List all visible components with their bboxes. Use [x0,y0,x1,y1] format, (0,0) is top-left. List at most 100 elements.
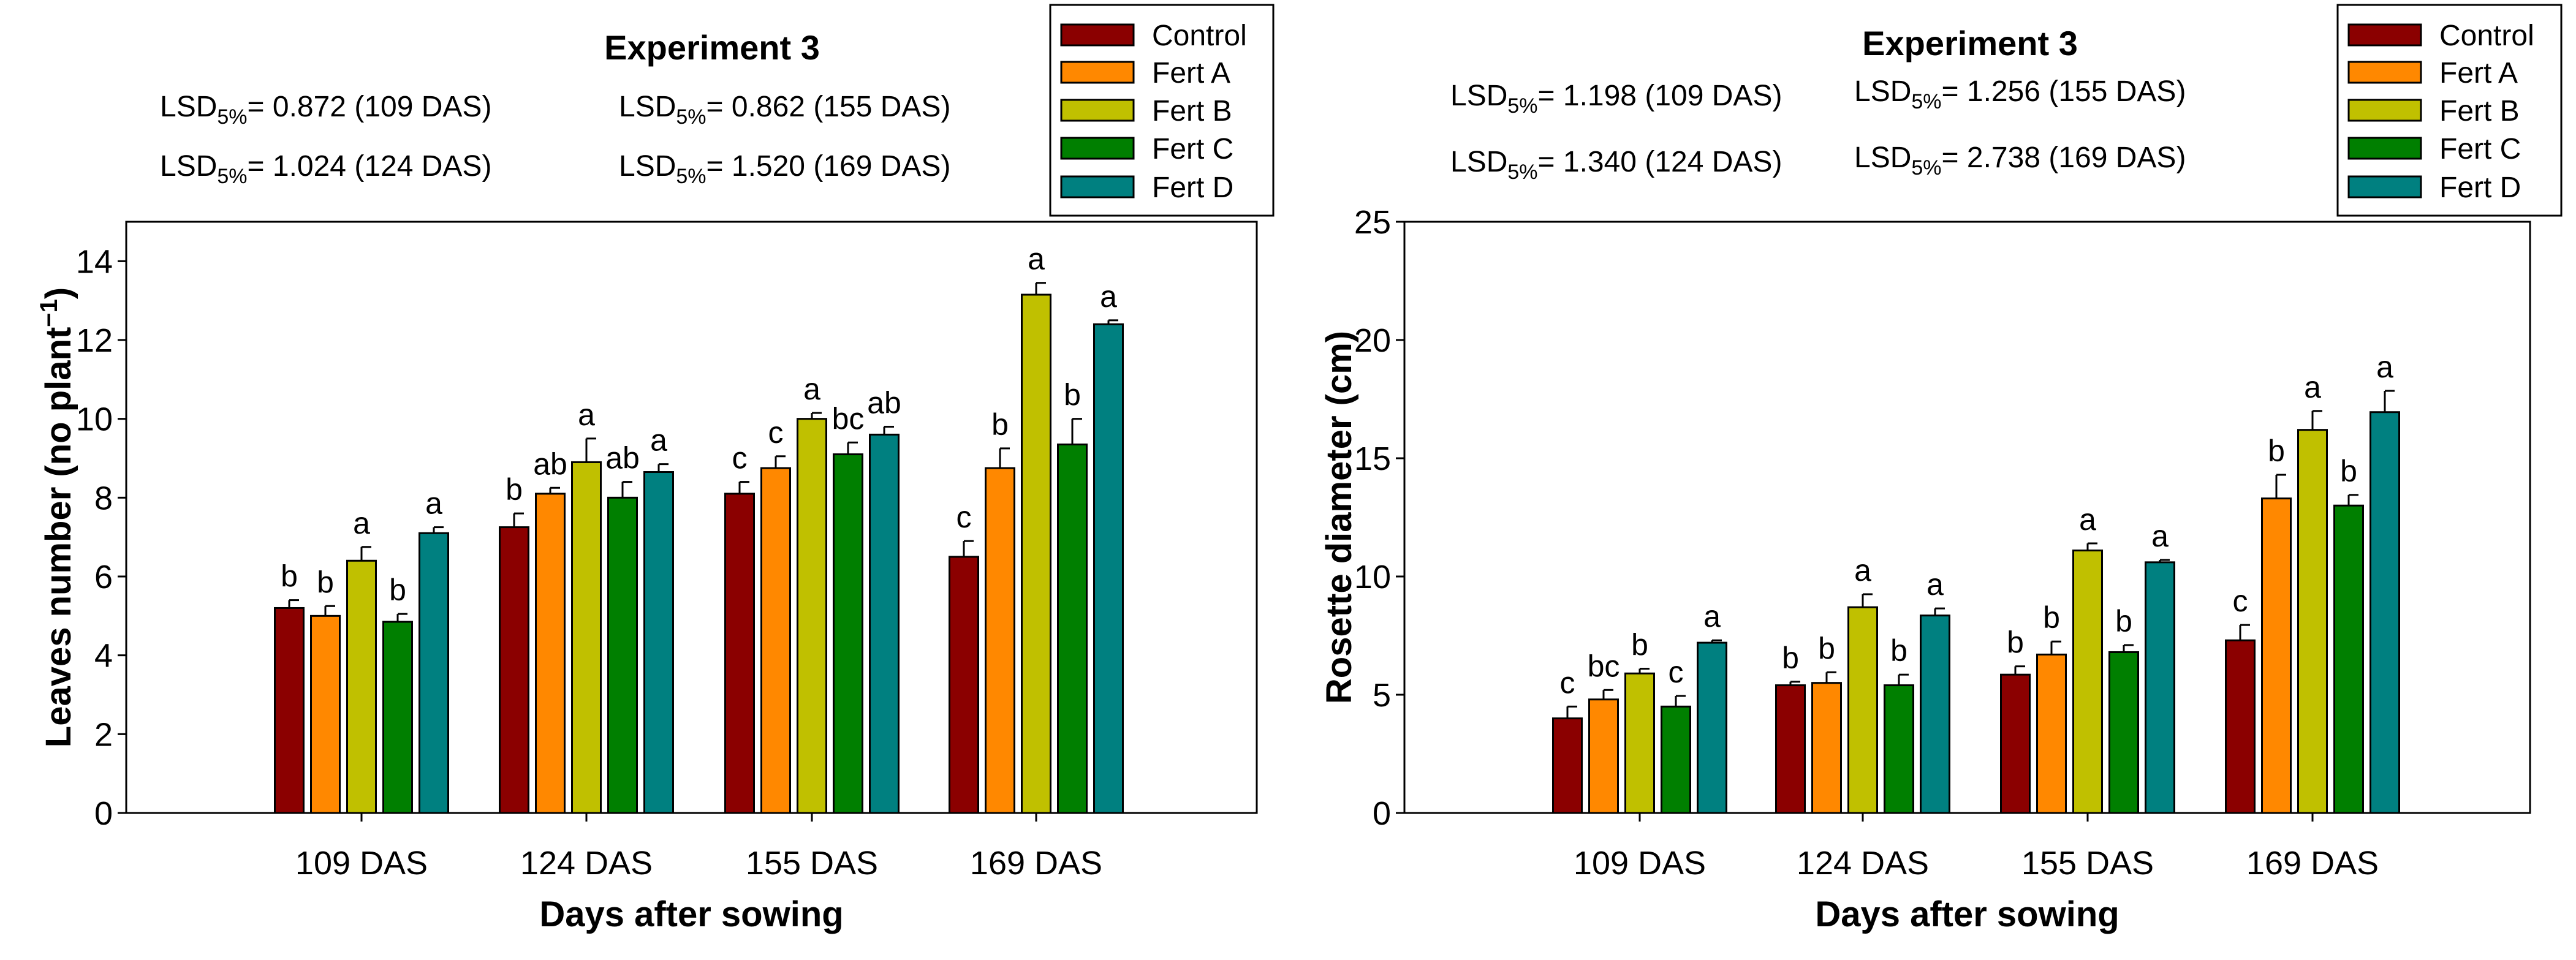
bar-control [274,607,305,814]
chart-1: Experiment 3 LSD5%= 0.872 (109 DAS) LSD5%=… [36,4,1275,934]
lsd-subscript: 5% [1911,156,1941,180]
lsd-subscript: 5% [1507,161,1537,184]
significance-letter: bc [1588,649,1620,683]
bar-fert-d [419,532,449,814]
significance-letter: c [1560,665,1575,700]
bar-control [1775,684,1806,814]
significance-letter: b [1631,628,1648,662]
y-tick-label: 10 [1354,559,1391,595]
significance-letter: a [425,486,442,521]
lsd-label: LSD [619,91,676,123]
y-tick-label: 2 [94,716,113,753]
y-tick-label: 15 [1354,440,1391,477]
significance-letter: a [2304,370,2321,404]
lsd-subscript: 5% [676,165,706,188]
legend-label: Fert B [1152,95,1232,127]
significance-letter: a [803,372,820,406]
bar-fert-a [2261,497,2292,814]
x-tick-label: 155 DAS [2021,845,2154,882]
legend-label: Fert C [2439,133,2521,165]
bar-fert-a [310,614,341,814]
lsd-annotation: LSD5%= 1.256 (155 DAS) [1854,75,2186,113]
significance-letter: ab [605,441,640,475]
significance-letter: a [1028,242,1045,276]
lsd-annotation: LSD5%= 1.198 (109 DAS) [1450,80,1782,118]
legend-swatch [2347,99,2422,122]
legend-label: Fert D [2439,172,2521,204]
bar-fert-b [1624,672,1655,814]
y-tick-label: 6 [94,559,113,595]
bar-fert-d [869,433,900,814]
lsd-subscript: 5% [1507,94,1537,118]
bar-control [724,493,755,814]
bar-fert-d [1093,323,1124,814]
lsd-value: = 1.198 (109 DAS) [1538,80,1782,112]
y-axis-label: Leaves number (no plant−1) [36,287,78,747]
x-tick-label: 124 DAS [520,845,653,882]
significance-letter: a [2079,502,2096,537]
significance-letter: ab [867,386,901,420]
bar-fert-a [2036,653,2067,814]
significance-letter: a [650,423,667,458]
x-tick-label: 124 DAS [1797,845,1929,882]
bar-fert-b [1021,293,1051,814]
bar-fert-a [985,467,1015,814]
significance-letter: b [2340,454,2357,488]
significance-letter: b [1064,378,1081,412]
significance-letter: b [2043,600,2060,635]
significance-letter: b [1782,641,1799,675]
legend-swatch [2347,175,2422,198]
chart-title: Experiment 3 [1862,24,2078,62]
lsd-label: LSD [160,150,217,183]
significance-letter: b [1818,631,1835,665]
bar-fert-d [2370,411,2400,814]
significance-letter: b [2268,434,2285,468]
legend-swatch [1060,175,1135,198]
x-tick-label: 109 DAS [295,845,428,882]
lsd-label: LSD [1854,142,1911,174]
bar-fert-b [2297,429,2328,814]
legend-swatch [1060,99,1135,122]
legend-label: Fert B [2439,95,2520,127]
lsd-label: LSD [619,150,676,183]
lsd-value: = 2.738 (169 DAS) [1942,142,2186,174]
bar-fert-c [2108,651,2139,814]
chart-title: Experiment 3 [604,28,820,67]
lsd-subscript: 5% [217,165,247,188]
bar-fert-a [760,467,791,814]
significance-letter: b [281,559,298,594]
significance-letter: a [1854,553,1871,588]
bar-fert-d [1920,614,1950,814]
significance-letter: b [389,573,406,607]
legend-swatch [1060,61,1135,84]
bar-fert-c [1661,705,1691,814]
lsd-label: LSD [1450,146,1507,178]
bar-fert-b [346,559,377,814]
legend-label: Fert C [1152,133,1233,165]
plot-frame [1403,221,2531,814]
bar-fert-c [833,453,863,814]
lsd-value: = 1.256 (155 DAS) [1942,75,2186,108]
significance-letter: c [732,441,748,475]
significance-letter: b [991,407,1009,442]
y-tick-label: 25 [1354,204,1391,241]
x-tick-label: 109 DAS [1574,845,1706,882]
significance-letter: a [2376,350,2393,384]
x-tick-label: 155 DAS [746,845,878,882]
significance-letter: b [2115,604,2132,638]
y-tick-label: 20 [1354,322,1391,359]
y-tick-label: 12 [76,322,113,359]
lsd-subscript: 5% [217,105,247,129]
bar-fert-b [2072,550,2103,814]
significance-letter: b [2007,626,2024,660]
lsd-annotation: LSD5%= 0.862 (155 DAS) [619,91,950,129]
legend-swatch [1060,137,1135,160]
lsd-annotation: LSD5%= 0.872 (109 DAS) [160,91,491,129]
bar-fert-b [1847,606,1878,814]
lsd-subscript: 5% [676,105,706,129]
bar-fert-b [797,418,827,814]
legend-label: Fert D [1152,172,1233,204]
bar-fert-c [1884,684,1914,814]
legend-swatch [2347,137,2422,160]
